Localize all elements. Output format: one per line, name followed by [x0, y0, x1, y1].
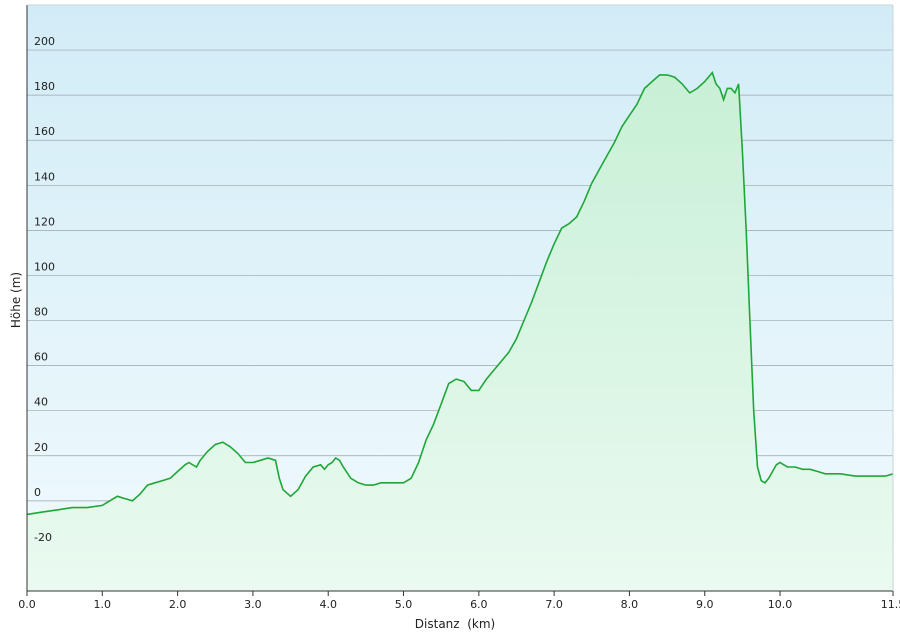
y-tick-label: 0: [34, 486, 41, 499]
x-axis-title: Distanz (km): [415, 617, 495, 631]
y-tick-label: 180: [34, 80, 55, 93]
x-tick-label: 9.0: [696, 598, 714, 611]
x-tick-label: 2.0: [169, 598, 187, 611]
x-axis-ticks: [26, 591, 894, 596]
y-axis-tick-labels: -20 0 20 40 60 80 100 120 140 160 180 200: [34, 35, 55, 544]
plot-frame: [26, 4, 894, 592]
y-tick-label: 40: [34, 396, 48, 409]
x-tick-label: 8.0: [621, 598, 639, 611]
x-tick-label: 5.0: [395, 598, 413, 611]
x-tick-label: 3.0: [244, 598, 262, 611]
x-axis-tick-labels: 0.0 1.0 2.0 3.0 4.0 5.0 6.0 7.0 8.0 9.0 10.0 11.5: [18, 598, 900, 611]
elevation-line: [26, 70, 894, 516]
y-tick-label: 200: [34, 35, 55, 48]
y-tick-label: 60: [34, 351, 48, 364]
x-tick-label: 4.0: [319, 598, 337, 611]
x-tick-label: 1.0: [94, 598, 112, 611]
y-tick-label: 20: [34, 441, 48, 454]
y-tick-label: 100: [34, 260, 55, 273]
x-tick-label: 6.0: [470, 598, 488, 611]
x-tick-label: 0.0: [18, 598, 36, 611]
x-tick-label: 10.0: [768, 598, 793, 611]
x-tick-label: 7.0: [545, 598, 563, 611]
y-tick-label: 160: [34, 125, 55, 138]
y-tick-label: 80: [34, 306, 48, 319]
x-tick-label: 11.5: [881, 598, 900, 611]
y-axis-title: Höhe (m): [9, 272, 23, 328]
y-tick-label: -20: [34, 531, 52, 544]
y-tick-label: 140: [34, 170, 55, 183]
y-tick-label: 120: [34, 215, 55, 228]
